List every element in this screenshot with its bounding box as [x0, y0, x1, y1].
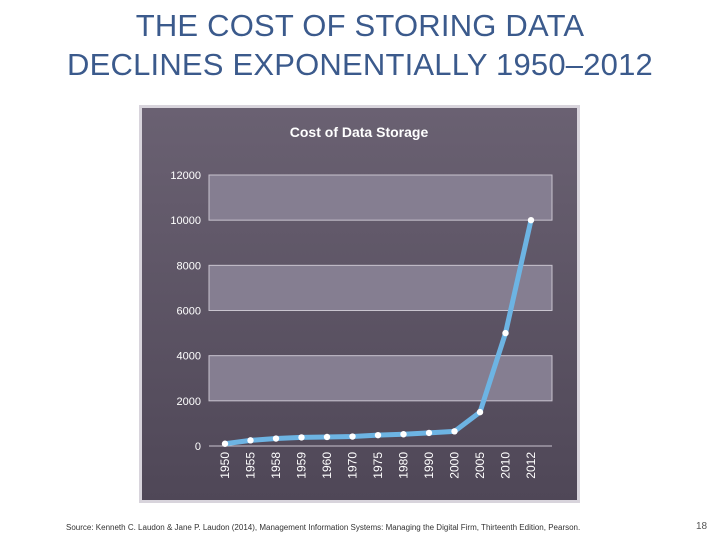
- y-tick-label: 8000: [177, 260, 201, 272]
- x-tick-label: 1975: [371, 452, 385, 479]
- data-point: [425, 429, 433, 437]
- slide-title: THE COST OF STORING DATA DECLINES EXPONE…: [0, 6, 720, 84]
- data-point: [527, 216, 535, 224]
- chart-panel: Cost of Data Storage 0 2000 4000 6000 8000 10…: [139, 105, 580, 503]
- x-tick-label: 1959: [295, 452, 309, 479]
- x-tick-label: 1970: [346, 452, 360, 479]
- x-tick-label: 2005: [473, 452, 487, 479]
- page-number: 18: [696, 521, 708, 532]
- x-tick-label: 2012: [524, 452, 538, 479]
- data-point: [298, 434, 305, 441]
- y-tick-label: 12000: [170, 170, 201, 182]
- x-tick-label: 1950: [218, 452, 232, 479]
- data-point: [272, 435, 280, 442]
- data-point: [400, 431, 407, 438]
- data-point: [247, 437, 254, 444]
- x-tick-label: 1960: [320, 452, 334, 479]
- y-tick-label: 0: [195, 441, 201, 453]
- x-tick-label: 1980: [397, 452, 411, 479]
- grid-band: [208, 355, 553, 402]
- x-tick-label: 2000: [448, 452, 462, 479]
- data-point: [451, 428, 458, 435]
- cost-of-data-storage-chart: Cost of Data Storage 0 2000 4000 6000 8000 10…: [139, 105, 580, 503]
- chart-title: Cost of Data Storage: [290, 124, 429, 140]
- data-point: [476, 408, 484, 416]
- data-point: [349, 433, 356, 440]
- grid-band: [208, 264, 553, 311]
- y-tick-label: 10000: [170, 215, 201, 227]
- x-tick-label: 1958: [269, 452, 283, 479]
- y-tick-label: 6000: [177, 306, 201, 318]
- x-tick-label: 1955: [244, 452, 258, 479]
- slide-title-line-2: DECLINES EXPONENTIALLY 1950–2012: [67, 47, 653, 82]
- x-tick-label: 1990: [422, 452, 436, 479]
- data-point: [323, 433, 331, 441]
- data-point: [221, 440, 229, 447]
- slide-title-line-1: THE COST OF STORING DATA: [135, 8, 585, 43]
- y-tick-label: 2000: [177, 396, 201, 408]
- y-tick-label: 4000: [177, 351, 201, 363]
- x-tick-label: 2010: [499, 452, 513, 479]
- source-citation: Source: Kenneth C. Laudon & Jane P. Laud…: [66, 523, 581, 532]
- grid-band: [208, 174, 553, 221]
- data-point: [374, 431, 382, 439]
- data-point: [502, 329, 509, 337]
